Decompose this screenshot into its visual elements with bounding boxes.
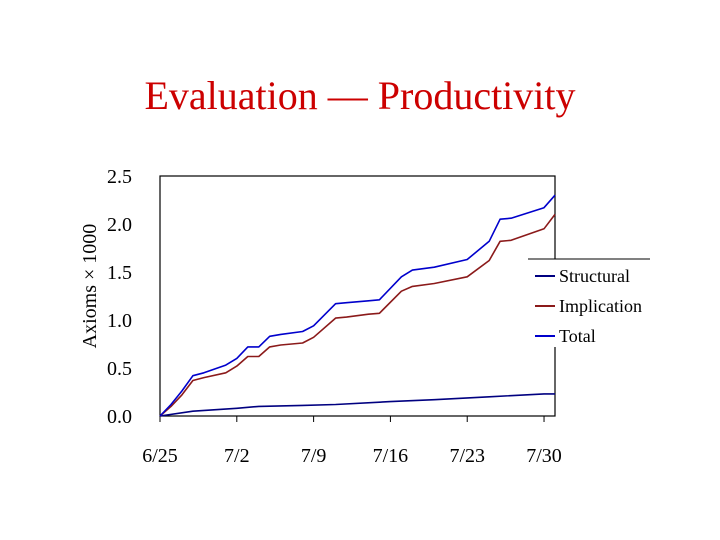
x-tick-label: 7/2 (224, 445, 250, 467)
plot-frame (159, 175, 556, 417)
y-tick-label: 1.5 (107, 262, 132, 284)
y-axis-ticks: 0.0 0.5 1.0 1.5 2.0 2.5 (107, 166, 132, 428)
x-tick-label: 7/9 (301, 445, 327, 467)
legend-label-structural: Structural (559, 266, 630, 286)
series-line-structural (159, 393, 555, 417)
series-line-implication (159, 213, 556, 417)
x-axis-ticks: 6/25 7/2 7/9 7/16 7/23 7/30 (142, 416, 562, 467)
y-tick-label: 0.5 (107, 358, 132, 380)
slide-title: Evaluation — Productivity (144, 73, 576, 118)
y-axis-label: Axioms × 1000 (79, 224, 101, 349)
x-tick-label: 7/23 (449, 445, 485, 467)
x-tick-label: 6/25 (142, 445, 178, 467)
x-tick-label: 7/16 (373, 445, 409, 467)
series-line-total (159, 194, 556, 417)
x-tick-label: 7/30 (526, 445, 562, 467)
legend-box (528, 259, 650, 347)
legend: Structural Implication Total (535, 266, 642, 346)
y-tick-label: 2.5 (107, 166, 132, 188)
y-tick-label: 2.0 (107, 214, 132, 236)
series-layer (159, 194, 556, 417)
y-tick-label: 0.0 (107, 406, 132, 428)
legend-label-implication: Implication (559, 296, 642, 316)
legend-label-total: Total (559, 326, 596, 346)
y-tick-label: 1.0 (107, 310, 132, 332)
